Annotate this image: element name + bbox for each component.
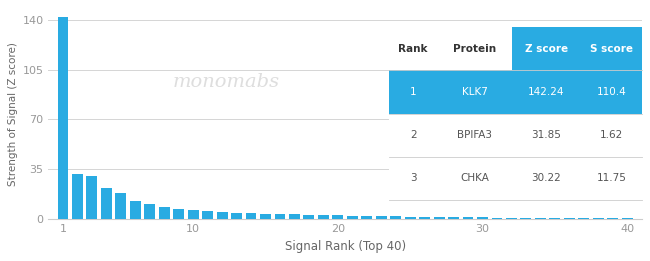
Bar [512, 27, 580, 70]
Text: CHKA: CHKA [460, 173, 489, 183]
Bar [580, 27, 642, 70]
Bar [593, 218, 604, 219]
Bar [477, 217, 488, 219]
Text: BPIFA3: BPIFA3 [458, 130, 492, 140]
Text: 1: 1 [410, 87, 417, 97]
Bar [216, 212, 228, 219]
Text: monomabs: monomabs [173, 73, 280, 91]
Text: 30.22: 30.22 [532, 173, 561, 183]
Bar [580, 114, 642, 157]
Bar [260, 213, 271, 219]
Bar [361, 216, 372, 219]
Bar [304, 215, 315, 219]
Text: 1.62: 1.62 [600, 130, 623, 140]
Bar [607, 218, 618, 219]
Bar [437, 27, 512, 70]
Text: KLK7: KLK7 [462, 87, 488, 97]
Text: 2: 2 [410, 130, 417, 140]
Bar [58, 16, 68, 219]
Bar [159, 207, 170, 219]
Bar [274, 214, 285, 219]
Text: 142.24: 142.24 [528, 87, 565, 97]
Bar [491, 217, 502, 219]
Text: S score: S score [590, 44, 633, 54]
Bar [188, 210, 199, 219]
Bar [437, 157, 512, 200]
Bar [535, 218, 546, 219]
Bar [578, 218, 589, 219]
Bar [389, 27, 437, 70]
Bar [506, 218, 517, 219]
Bar [622, 218, 632, 219]
Bar [405, 217, 415, 219]
Bar [512, 157, 580, 200]
Bar [434, 217, 445, 219]
Bar [549, 218, 560, 219]
Text: 110.4: 110.4 [597, 87, 626, 97]
Text: 3: 3 [410, 173, 417, 183]
Text: 11.75: 11.75 [597, 173, 626, 183]
Text: Rank: Rank [398, 44, 428, 54]
Bar [419, 217, 430, 219]
Bar [202, 211, 213, 219]
Bar [389, 157, 437, 200]
Bar [448, 217, 459, 219]
Bar [580, 70, 642, 114]
Bar [332, 215, 343, 219]
Y-axis label: Strength of Signal (Z score): Strength of Signal (Z score) [8, 42, 18, 186]
Bar [144, 204, 155, 219]
Bar [116, 193, 126, 219]
Bar [231, 212, 242, 219]
Bar [437, 114, 512, 157]
Bar [289, 214, 300, 219]
Bar [512, 70, 580, 114]
Bar [564, 218, 575, 219]
Bar [246, 213, 257, 219]
Bar [389, 70, 437, 114]
Text: Z score: Z score [525, 44, 568, 54]
Bar [437, 70, 512, 114]
Bar [580, 157, 642, 200]
Text: Protein: Protein [453, 44, 497, 54]
Bar [72, 174, 83, 219]
Bar [390, 216, 401, 219]
Bar [174, 209, 184, 219]
X-axis label: Signal Rank (Top 40): Signal Rank (Top 40) [285, 240, 406, 253]
Text: 31.85: 31.85 [532, 130, 561, 140]
Bar [521, 218, 531, 219]
Bar [512, 114, 580, 157]
Bar [101, 188, 112, 219]
Bar [463, 217, 473, 219]
Bar [347, 216, 358, 219]
Bar [318, 215, 329, 219]
Bar [86, 176, 98, 219]
Bar [389, 114, 437, 157]
Bar [376, 216, 387, 219]
Bar [130, 201, 140, 219]
